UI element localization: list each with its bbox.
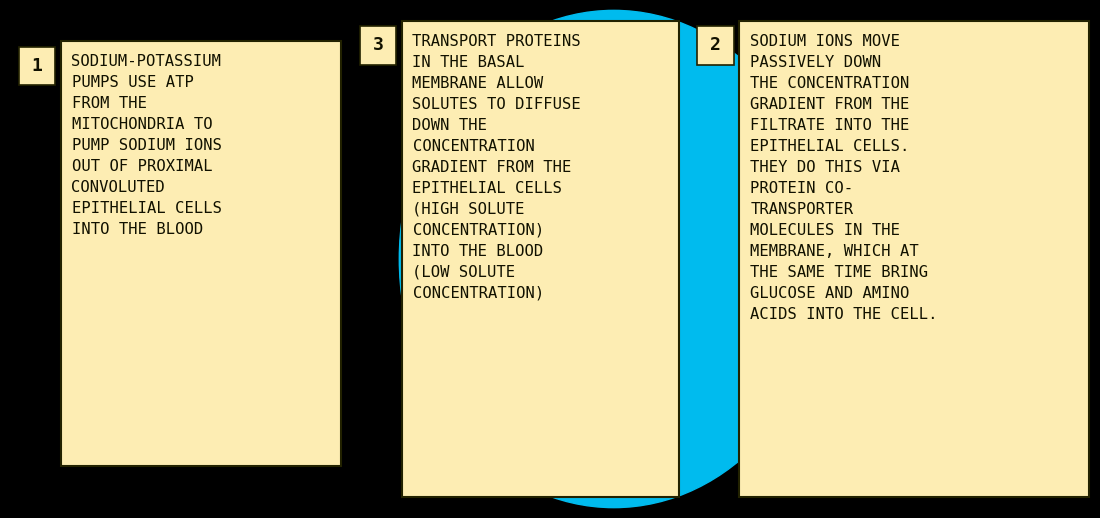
Text: 3: 3 xyxy=(373,36,383,54)
Text: 1: 1 xyxy=(32,57,42,75)
Ellipse shape xyxy=(399,10,828,508)
FancyBboxPatch shape xyxy=(402,21,679,497)
Text: SODIUM IONS MOVE
PASSIVELY DOWN
THE CONCENTRATION
GRADIENT FROM THE
FILTRATE INT: SODIUM IONS MOVE PASSIVELY DOWN THE CONC… xyxy=(750,34,937,322)
Text: TRANSPORT PROTEINS
IN THE BASAL
MEMBRANE ALLOW
SOLUTES TO DIFFUSE
DOWN THE
CONCE: TRANSPORT PROTEINS IN THE BASAL MEMBRANE… xyxy=(412,34,581,300)
FancyBboxPatch shape xyxy=(19,47,55,85)
Text: SODIUM-POTASSIUM
PUMPS USE ATP
FROM THE
MITOCHONDRIA TO
PUMP SODIUM IONS
OUT OF : SODIUM-POTASSIUM PUMPS USE ATP FROM THE … xyxy=(72,54,221,237)
FancyBboxPatch shape xyxy=(739,21,1089,497)
FancyBboxPatch shape xyxy=(360,26,396,65)
FancyBboxPatch shape xyxy=(60,41,341,466)
FancyBboxPatch shape xyxy=(697,26,734,65)
Text: 2: 2 xyxy=(711,36,720,54)
